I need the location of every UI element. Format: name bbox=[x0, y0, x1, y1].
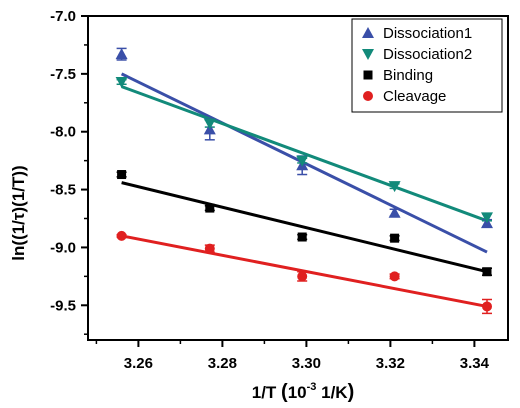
y-tick-label: -7.5 bbox=[50, 66, 76, 83]
y-axis-label: ln((1/τ)(1/T)) bbox=[9, 165, 28, 260]
y-tick-label: -7.0 bbox=[50, 8, 76, 25]
legend-cleavage-marker bbox=[363, 91, 373, 101]
y-axis-ticks: -7.0 -7.5 -8.0 -8.5 -9.0 -9.5 bbox=[50, 8, 88, 335]
binding-data-point bbox=[205, 203, 215, 213]
dissociation2-data-point bbox=[388, 181, 401, 193]
legend-binding-label: Binding bbox=[383, 67, 433, 84]
dissociation1-data-point bbox=[388, 206, 401, 218]
x-axis-label-exponent: -3 bbox=[307, 381, 317, 393]
x-axis-label-text: 1/T bbox=[252, 383, 281, 402]
x-axis-ticks: 3.26 3.28 3.30 3.32 3.34 bbox=[95, 340, 490, 372]
plot-frame bbox=[87, 15, 509, 341]
x-axis-label-base: 10 bbox=[288, 383, 307, 402]
x-axis-label-close-paren: ) bbox=[348, 381, 355, 403]
legend-binding-marker bbox=[363, 70, 373, 80]
dissociation2-data-point bbox=[481, 212, 493, 224]
dissociation1-data-point bbox=[115, 48, 128, 60]
y-tick-label: -8.0 bbox=[50, 124, 76, 141]
binding-fit-line bbox=[121, 181, 488, 274]
binding-data-point bbox=[390, 233, 400, 243]
dissociation2-data-point bbox=[296, 155, 309, 167]
dissociation2-fit-line bbox=[121, 85, 488, 223]
plot-frame-rect bbox=[87, 15, 509, 341]
binding-data-point bbox=[482, 267, 492, 277]
legend-dissociation1-marker bbox=[362, 27, 374, 38]
cleavage-data-point bbox=[116, 230, 127, 241]
x-tick-label: 3.26 bbox=[124, 355, 153, 372]
legend-cleavage-label: Cleavage bbox=[383, 88, 446, 105]
legend-dissociation2-label: Dissociation2 bbox=[383, 46, 472, 63]
legend: Dissociation1 Dissociation2 Binding Cleavag… bbox=[351, 18, 503, 113]
binding-data-point bbox=[297, 232, 307, 242]
x-tick-label: 3.34 bbox=[460, 355, 490, 372]
x-axis-label-unit: 1/K bbox=[316, 383, 348, 402]
legend-box bbox=[351, 18, 503, 113]
x-axis-label-open-paren: ( bbox=[281, 381, 288, 403]
y-tick-label: -8.5 bbox=[50, 182, 76, 199]
cleavage-data-point bbox=[204, 243, 215, 254]
x-tick-label: 3.28 bbox=[208, 355, 237, 372]
cleavage-data-point bbox=[482, 301, 492, 312]
data-markers bbox=[115, 48, 493, 312]
legend-dissociation2-marker bbox=[362, 49, 374, 60]
dissociation2-data-point bbox=[115, 76, 128, 88]
x-axis-label: 1/T (10-3 1/K) bbox=[252, 381, 355, 403]
y-tick-label: -9.5 bbox=[50, 297, 76, 314]
cleavage-data-point bbox=[389, 271, 400, 282]
legend-dissociation1-label: Dissociation1 bbox=[383, 25, 472, 42]
cleavage-data-point bbox=[297, 271, 308, 282]
x-tick-label: 3.30 bbox=[292, 355, 321, 372]
x-tick-label: 3.32 bbox=[376, 355, 405, 372]
y-tick-label: -9.0 bbox=[50, 239, 76, 256]
dissociation2-data-point bbox=[203, 118, 216, 130]
binding-data-point bbox=[117, 170, 127, 180]
